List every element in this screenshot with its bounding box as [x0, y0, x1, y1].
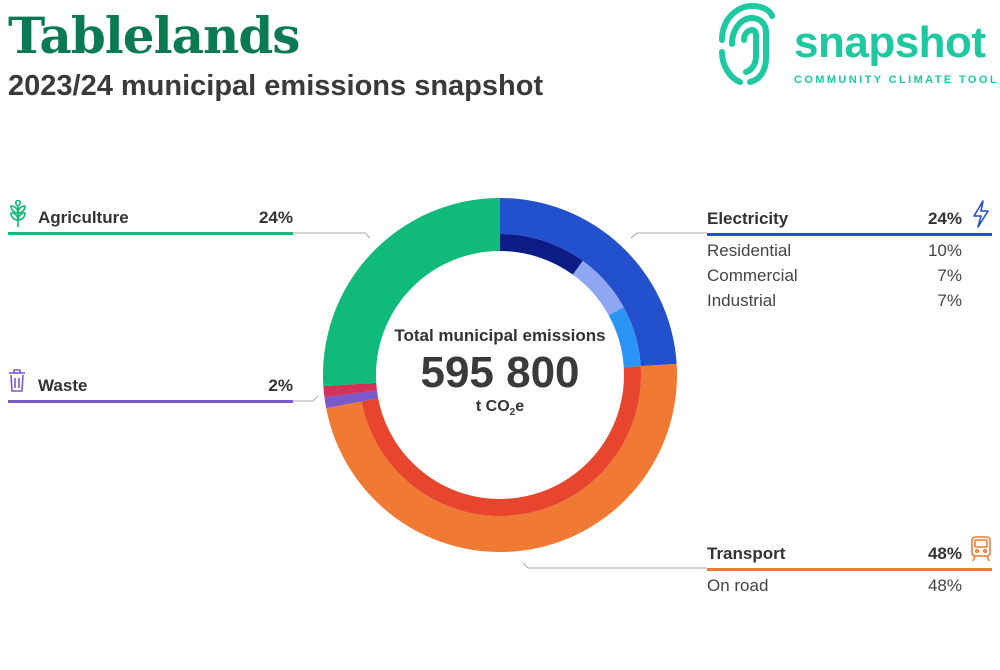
slice-agriculture: [323, 198, 500, 387]
trash-icon: [9, 369, 25, 392]
legend-electricity-label: Electricity: [707, 209, 789, 228]
total-value: 595 800: [420, 348, 580, 397]
legend-agriculture-pct: 24%: [258, 208, 293, 227]
legend-waste-pct: 2%: [268, 376, 293, 395]
legend-agriculture-label: Agriculture: [38, 208, 129, 227]
total-label: Total municipal emissions: [394, 326, 606, 345]
legend-sub-industrial: Industrial 7%: [707, 291, 962, 310]
page-subtitle: 2023/24 municipal emissions snapshot: [8, 70, 544, 102]
leader-electricity: [630, 232, 707, 239]
legend-agriculture: Agriculture 24%: [8, 208, 293, 235]
train-icon: [971, 536, 991, 562]
subslice-commercial: [572, 260, 624, 316]
fingerprint-icon: [719, 2, 775, 85]
slice-transport: [326, 363, 677, 553]
slice-electricity: [500, 198, 677, 367]
legend-transport: Transport 48% On road 48%: [707, 544, 992, 596]
subslice-on-road: [361, 366, 641, 516]
logo-wordmark: snapshot: [794, 18, 986, 67]
legend-transport-pct: 48%: [927, 544, 962, 563]
slice-waste-organic: [324, 390, 379, 409]
legend-agriculture-line: [8, 232, 293, 235]
legend-electricity-pct: 24%: [927, 209, 962, 228]
logo-tagline: COMMUNITY CLIMATE TOOL: [794, 74, 999, 86]
total-block: Total municipal emissions 595 800 t CO2e: [350, 326, 650, 418]
leader-agriculture: [293, 232, 371, 239]
legend-transport-label: Transport: [707, 544, 786, 563]
total-unit: t CO2e: [475, 398, 525, 419]
legend-sub-on-road: On road 48%: [707, 576, 962, 595]
slice-waste-other: [323, 382, 377, 398]
legend-waste-line: [8, 400, 293, 403]
legend-sub-commercial: Commercial 7%: [707, 266, 962, 285]
page-title: Tablelands: [8, 6, 300, 65]
wheat-icon: [10, 200, 26, 227]
subslice-residential: [500, 234, 583, 275]
subslice-industrial: [608, 307, 641, 368]
legend-sub-residential: Residential 10%: [707, 241, 962, 260]
leader-waste: [293, 395, 319, 402]
snapshot-logo: snapshot COMMUNITY CLIMATE TOOL: [712, 0, 1000, 92]
legend-electricity-line: [707, 233, 992, 236]
leader-transport: [522, 562, 707, 569]
legend-transport-line: [707, 568, 992, 571]
lightning-icon: [973, 200, 989, 228]
legend-waste-label: Waste: [38, 376, 88, 395]
legend-electricity: Electricity 24% Residential 10% Commercia…: [707, 209, 992, 311]
legend-waste: Waste 2%: [8, 376, 293, 403]
